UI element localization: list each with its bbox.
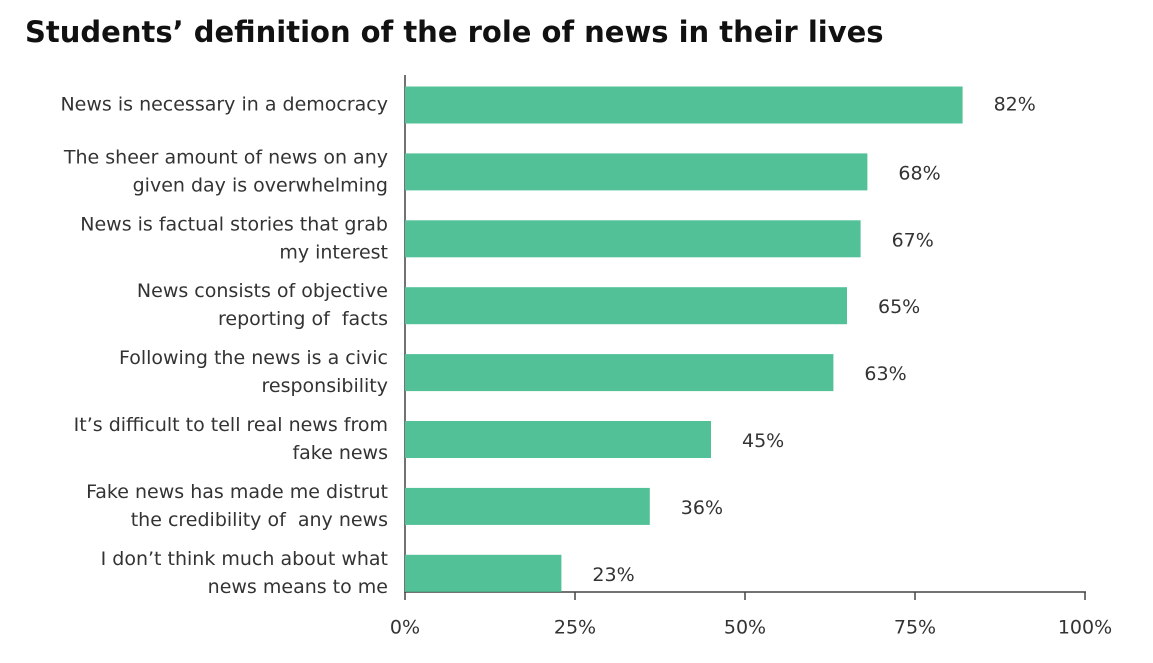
category-label: Fake news has made me distrut bbox=[86, 481, 388, 503]
category-label: the credibility of any news bbox=[131, 509, 388, 531]
value-label: 67% bbox=[892, 229, 934, 251]
chart-title: Students’ definition of the role of news… bbox=[25, 15, 884, 49]
value-label: 36% bbox=[681, 497, 723, 519]
category-label: Following the news is a civic bbox=[119, 347, 388, 369]
category-label: fake news bbox=[292, 442, 388, 464]
category-label: It’s difficult to tell real news from bbox=[74, 414, 388, 436]
category-label: news means to me bbox=[208, 576, 388, 598]
category-label: News is necessary in a democracy bbox=[60, 94, 388, 116]
category-label: News consists of objective bbox=[137, 280, 388, 302]
value-label: 65% bbox=[878, 296, 920, 318]
bar bbox=[405, 554, 562, 592]
value-label: 63% bbox=[864, 363, 906, 385]
value-label: 45% bbox=[742, 430, 784, 452]
x-tick-label: 25% bbox=[554, 617, 596, 639]
category-label: The sheer amount of news on any bbox=[63, 146, 388, 168]
x-tick-label: 0% bbox=[390, 617, 420, 639]
bar bbox=[405, 287, 847, 325]
x-tick-label: 75% bbox=[894, 617, 936, 639]
value-label: 23% bbox=[592, 564, 634, 586]
category-label: I don’t think much about what bbox=[101, 548, 388, 570]
bar bbox=[405, 153, 868, 191]
value-label: 82% bbox=[994, 94, 1036, 116]
bar bbox=[405, 421, 711, 458]
x-tick-label: 50% bbox=[724, 617, 766, 639]
category-label: News is factual stories that grab bbox=[80, 213, 388, 235]
x-tick-label: 100% bbox=[1058, 617, 1112, 639]
value-label: 68% bbox=[898, 162, 940, 184]
category-label: given day is overwhelming bbox=[133, 174, 388, 196]
category-label: my interest bbox=[279, 241, 388, 263]
bar bbox=[405, 86, 963, 124]
bar bbox=[405, 354, 834, 392]
category-label: reporting of facts bbox=[218, 308, 388, 330]
category-label: responsibility bbox=[262, 375, 388, 397]
bar bbox=[405, 220, 861, 258]
bar bbox=[405, 487, 650, 525]
